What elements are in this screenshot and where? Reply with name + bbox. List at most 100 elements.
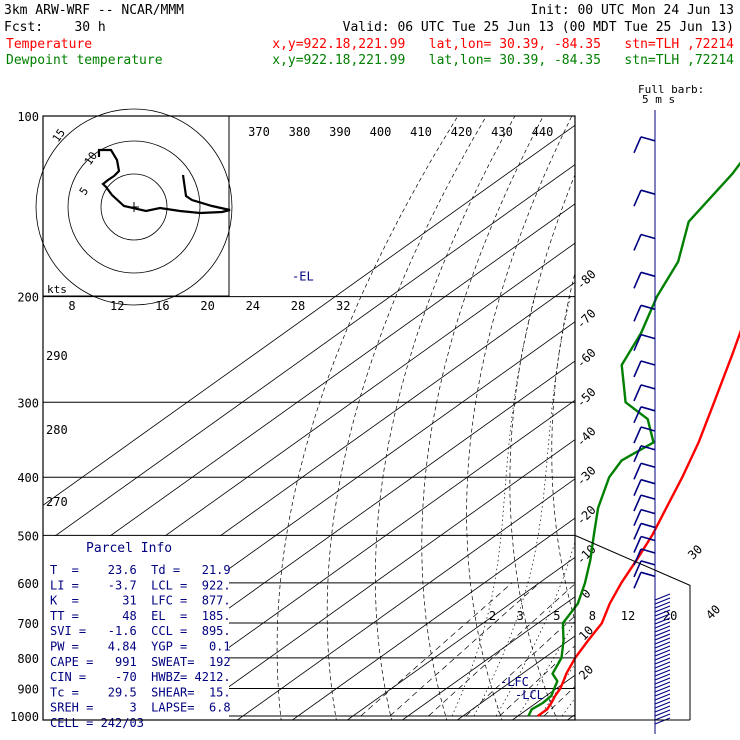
hodograph-speed-label: 20 — [200, 299, 214, 313]
wind-barb-low — [654, 649, 671, 657]
isobar-label: 200 — [17, 291, 39, 305]
barb-scale-label: Full barb: — [638, 83, 704, 96]
plot-frame — [42, 115, 691, 721]
wind-barb-staff — [640, 508, 656, 515]
hodograph-ring-label: 15 — [50, 126, 68, 144]
isotherm-line — [182, 439, 575, 720]
valid-time: Valid: 06 UTC Tue 25 Jun 13 (00 MDT Tue … — [343, 20, 734, 35]
isotherm-label: 30 — [685, 542, 705, 562]
theta-label: 440 — [532, 125, 554, 139]
mixing-ratio-label: 2 — [489, 609, 496, 623]
wind-barb-flag — [633, 271, 642, 289]
wind-barb-staff — [640, 304, 656, 311]
isobar-label: 300 — [17, 396, 39, 410]
isotherm-line — [512, 674, 575, 720]
wind-barb-low — [654, 717, 671, 725]
isotherm-label: 20 — [576, 662, 596, 682]
wind-barb-staff — [640, 384, 656, 390]
wind-barb-low — [654, 713, 671, 721]
model-title: 3km ARW-WRF -- NCAR/MMM — [4, 3, 184, 18]
parcel-info-row: TT = 48 EL = 185. — [50, 609, 231, 623]
wind-barb-staff — [640, 271, 656, 278]
wind-barb-flag — [633, 571, 642, 589]
wind-barb — [633, 462, 656, 480]
wind-barb — [633, 522, 656, 540]
isobar-label: 600 — [17, 577, 39, 591]
isotherm-label: -40 — [574, 424, 599, 449]
profiles: -EL -LFC-LCL — [292, 161, 740, 717]
isotherm-line — [457, 635, 575, 720]
wind-barb-flag — [633, 136, 642, 154]
theta-label: 410 — [410, 125, 432, 139]
wind-barb-flag — [633, 494, 642, 512]
wind-barb-low — [654, 677, 671, 685]
wind-barb-low — [654, 597, 671, 605]
wind-barb-flag — [633, 509, 642, 526]
theta-label: 400 — [370, 125, 392, 139]
temperature-legend-info: x,y=922.18,221.99 lat,lon= 30.39, -84.35… — [272, 37, 734, 52]
wind-barb — [633, 406, 656, 424]
hodograph-speed-label: 32 — [336, 299, 350, 313]
wind-barb-flag — [633, 536, 642, 553]
wind-barb — [633, 508, 656, 526]
level-marker-el: -EL — [292, 269, 314, 283]
wind-barb-low — [654, 673, 671, 681]
wind-barb — [633, 548, 656, 566]
wind-barb-low — [654, 653, 671, 661]
level-marker-lfc: -LFC — [500, 675, 529, 689]
wind-barb-low — [654, 637, 671, 645]
wind-barb-low — [654, 689, 671, 697]
parcel-info-row: SVI = -1.6 CCL = 895. — [50, 624, 231, 638]
isotherm-label: -60 — [574, 346, 599, 371]
wind-barb-staff — [640, 478, 656, 485]
wind-barb-low — [654, 609, 671, 617]
theta-label: 390 — [329, 125, 351, 139]
parcel-info-background — [43, 536, 229, 730]
mixing-ratio-label: 8 — [589, 609, 596, 623]
hodograph-speed-label: 24 — [246, 299, 260, 313]
hodograph-unit: kts — [47, 283, 67, 296]
wind-barb — [633, 136, 656, 154]
wind-barb-low — [654, 593, 671, 601]
init-time: Init: 00 UTC Mon 24 Jun 13 — [531, 3, 735, 18]
wind-barb-low — [654, 709, 671, 717]
wind-barb-low — [654, 629, 671, 637]
wind-barb-staff — [640, 560, 656, 566]
wind-barb-flag — [633, 548, 642, 566]
plot-border — [42, 115, 576, 721]
wind-barb-flag — [633, 479, 642, 496]
isotherm-label: -50 — [574, 385, 599, 410]
wind-barb-low — [654, 681, 671, 689]
parcel-info-row: K = 31 LFC = 877. — [50, 594, 231, 608]
wind-barb-flag — [633, 305, 642, 322]
wind-barb-low — [654, 657, 671, 665]
moist-adiabat — [451, 296, 536, 717]
isobar-label: 100 — [17, 110, 39, 124]
wind-barb-flag — [633, 426, 642, 444]
wind-barb-staff — [640, 406, 656, 412]
theta-label: 370 — [248, 125, 270, 139]
temperature-profile — [537, 329, 740, 717]
dry-adiabat — [632, 116, 729, 729]
parcel-info-row: CAPE = 991 SWEAT= 192 — [50, 655, 231, 669]
theta-label: 380 — [289, 125, 311, 139]
wind-barb-staff — [640, 494, 656, 500]
wind-barb-low — [654, 693, 671, 701]
parcel-info-box: Parcel Info T = 23.6 Td = 21.9LI = -3.7 … — [43, 536, 231, 730]
dewpoint-legend-label: Dewpoint temperature — [6, 53, 163, 68]
parcel-info-row: PW = 4.84 YGP = 0.1 — [50, 640, 231, 654]
wind-barb — [633, 233, 656, 251]
parcel-info-row: LI = -3.7 LCL = 922. — [50, 578, 231, 592]
isotherm-line — [43, 164, 575, 546]
dewpoint-legend-info: x,y=922.18,221.99 lat,lon= 30.39, -84.35… — [272, 53, 734, 68]
isotherm-line — [622, 116, 740, 720]
wind-barb — [633, 571, 656, 589]
parcel-info-row: Tc = 29.5 SHEAR= 15. — [50, 685, 231, 699]
wind-barb-staff — [640, 136, 656, 142]
wind-barb-flag — [633, 234, 642, 251]
wind-barb-staff — [640, 462, 656, 469]
wind-barb-staff — [640, 535, 656, 542]
wind-barb-low — [654, 705, 671, 713]
mixing-ratio-label: 5 — [553, 609, 560, 623]
